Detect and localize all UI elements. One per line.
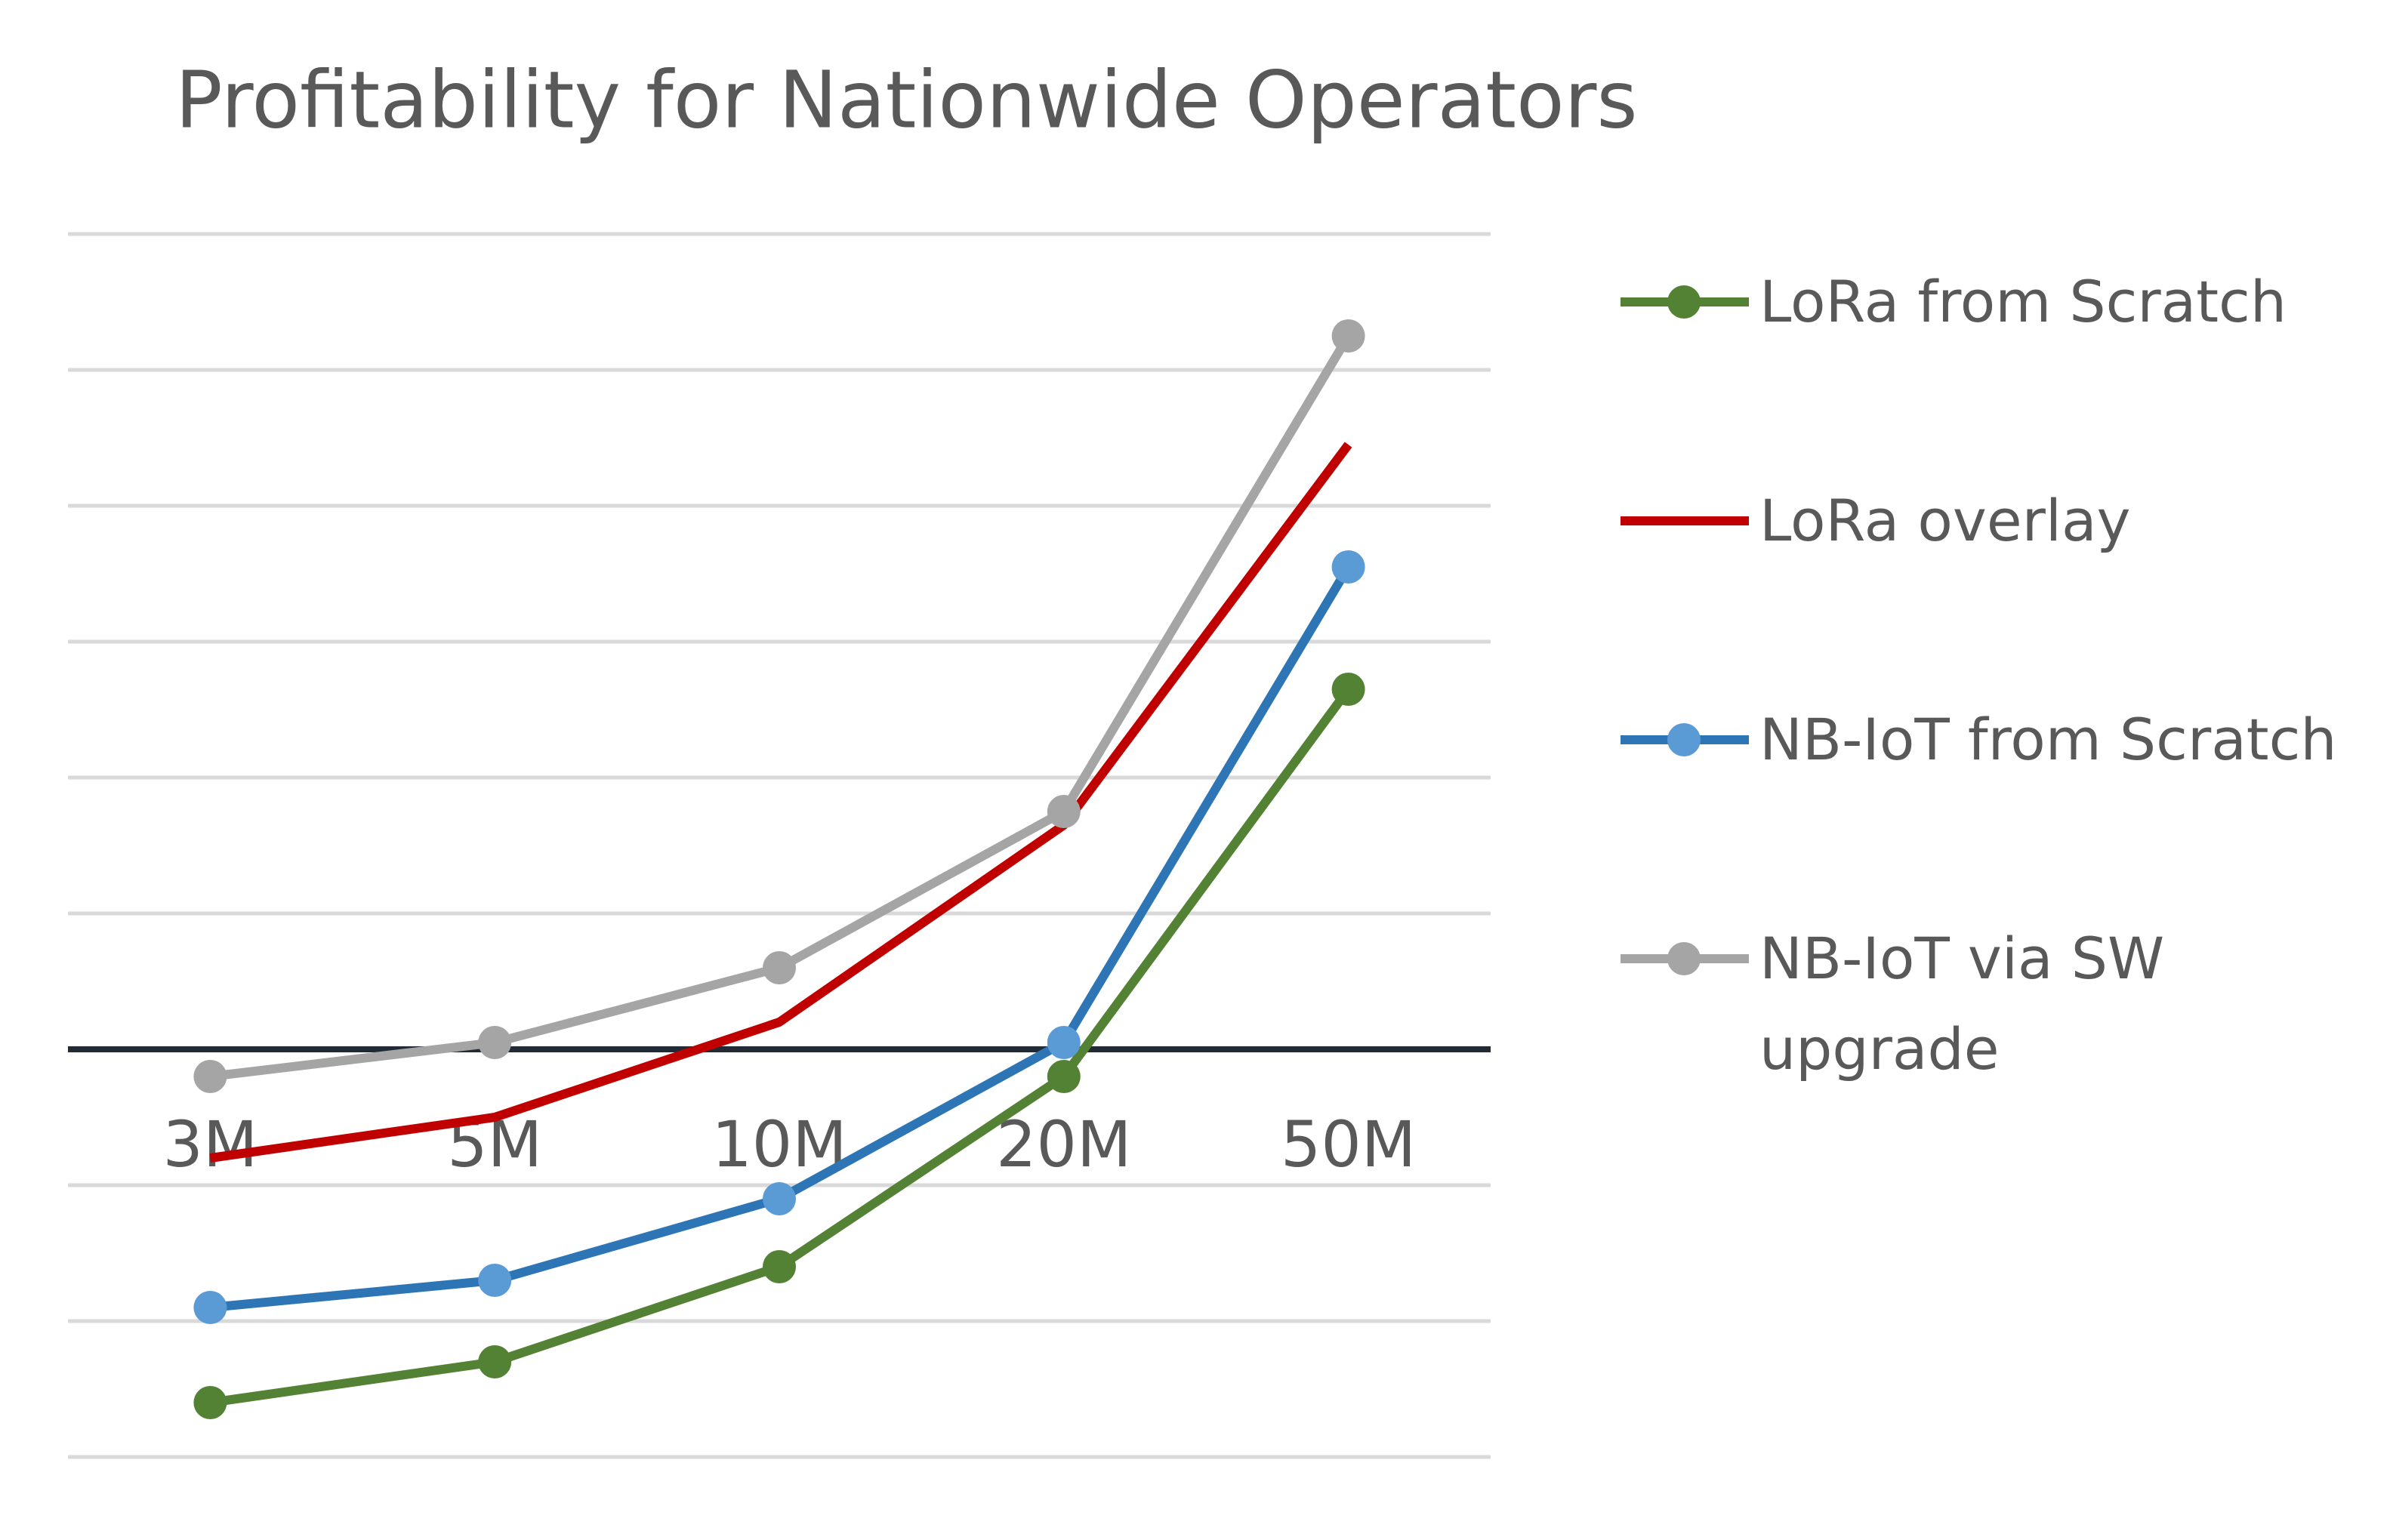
data-point	[478, 1026, 512, 1059]
legend-marker	[1667, 942, 1701, 975]
data-point	[193, 1291, 227, 1324]
legend-swatch	[1621, 285, 1749, 319]
x-tick-label: 50M	[1281, 1107, 1416, 1181]
legend-label: LoRa from Scratch	[1759, 269, 2287, 335]
data-point	[1047, 1060, 1081, 1093]
data-point	[1331, 319, 1365, 353]
legend-label: NB-IoT from Scratch	[1759, 707, 2337, 773]
data-point	[1047, 1026, 1081, 1059]
legend-label: NB-IoT via SW upgrade	[1759, 926, 2165, 1083]
data-point	[763, 951, 796, 984]
legend-item: LoRa from Scratch	[1616, 257, 2371, 347]
legend-marker	[1667, 723, 1701, 756]
data-point	[193, 1060, 227, 1093]
legend-label: LoRa overlay	[1759, 488, 2131, 554]
legend-marker	[1667, 285, 1701, 319]
legend-box: LoRa from Scratch LoRa overlay NB-IoT from…	[1616, 257, 2371, 1163]
legend-item: LoRa overlay	[1616, 476, 2371, 566]
legend-swatch	[1621, 942, 1749, 975]
data-point	[478, 1345, 512, 1378]
legend-item: NB-IoT from Scratch	[1616, 695, 2371, 785]
data-point	[1331, 673, 1365, 706]
legend: LoRa from Scratch LoRa overlay NB-IoT from…	[1616, 257, 2371, 1163]
x-tick-label: 3M	[162, 1107, 258, 1181]
legend-item: NB-IoT via SW upgrade	[1616, 913, 2371, 1095]
data-point	[763, 1250, 796, 1283]
data-point	[1331, 550, 1365, 584]
data-point	[1047, 795, 1081, 828]
series-line	[209, 442, 1352, 1163]
data-point	[763, 1182, 796, 1215]
legend-swatch	[1621, 516, 1749, 525]
data-point	[193, 1386, 227, 1419]
chart-title: Profitability for Nationwide Operators	[175, 54, 1638, 146]
x-tick-label: 20M	[996, 1107, 1131, 1181]
legend-swatch	[1621, 723, 1749, 756]
data-point	[478, 1264, 512, 1297]
